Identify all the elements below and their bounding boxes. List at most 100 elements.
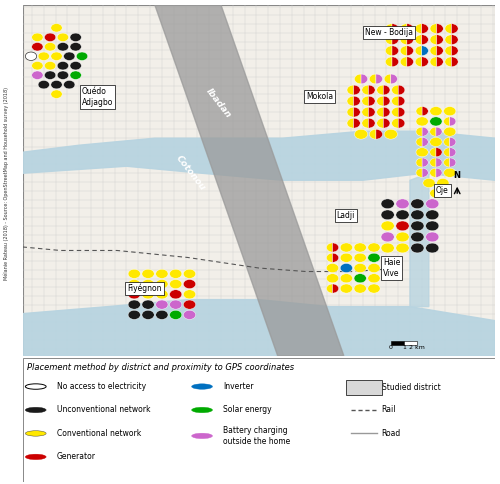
Wedge shape bbox=[422, 24, 428, 33]
Wedge shape bbox=[416, 106, 422, 116]
Circle shape bbox=[381, 232, 394, 242]
Wedge shape bbox=[450, 137, 456, 147]
Circle shape bbox=[326, 274, 338, 283]
Text: Road: Road bbox=[382, 429, 401, 438]
Wedge shape bbox=[400, 57, 407, 67]
Wedge shape bbox=[377, 85, 384, 95]
Circle shape bbox=[51, 80, 62, 89]
Circle shape bbox=[156, 269, 168, 278]
Circle shape bbox=[430, 189, 442, 198]
Wedge shape bbox=[361, 74, 368, 84]
Circle shape bbox=[444, 127, 456, 136]
Circle shape bbox=[142, 269, 154, 278]
Circle shape bbox=[51, 90, 62, 98]
Wedge shape bbox=[430, 24, 436, 33]
Wedge shape bbox=[452, 57, 458, 67]
Wedge shape bbox=[436, 158, 442, 167]
Wedge shape bbox=[430, 57, 436, 67]
Circle shape bbox=[430, 106, 442, 116]
Wedge shape bbox=[430, 35, 436, 45]
Circle shape bbox=[368, 243, 380, 252]
Circle shape bbox=[416, 148, 428, 157]
Circle shape bbox=[411, 221, 424, 231]
Wedge shape bbox=[452, 46, 458, 56]
Wedge shape bbox=[436, 24, 444, 33]
Wedge shape bbox=[407, 24, 414, 33]
Text: Ibadan: Ibadan bbox=[204, 87, 233, 120]
Wedge shape bbox=[326, 243, 332, 252]
Circle shape bbox=[340, 253, 352, 262]
Circle shape bbox=[354, 243, 366, 252]
Wedge shape bbox=[430, 148, 436, 157]
Wedge shape bbox=[398, 118, 405, 128]
Wedge shape bbox=[347, 107, 354, 117]
Circle shape bbox=[192, 433, 212, 439]
Text: 1: 1 bbox=[402, 345, 406, 350]
Wedge shape bbox=[398, 107, 405, 117]
Wedge shape bbox=[407, 57, 414, 67]
Wedge shape bbox=[445, 24, 452, 33]
Circle shape bbox=[51, 52, 62, 60]
Wedge shape bbox=[398, 85, 405, 95]
Circle shape bbox=[170, 269, 182, 278]
Wedge shape bbox=[362, 107, 368, 117]
Circle shape bbox=[170, 300, 182, 309]
Circle shape bbox=[57, 43, 68, 51]
Wedge shape bbox=[430, 168, 436, 177]
Wedge shape bbox=[386, 35, 392, 45]
Circle shape bbox=[128, 290, 140, 299]
Wedge shape bbox=[347, 96, 354, 106]
Circle shape bbox=[423, 179, 435, 188]
Wedge shape bbox=[332, 253, 338, 262]
Circle shape bbox=[384, 129, 398, 139]
Circle shape bbox=[426, 210, 439, 220]
Wedge shape bbox=[392, 118, 398, 128]
Wedge shape bbox=[392, 96, 398, 106]
Circle shape bbox=[32, 43, 43, 51]
Wedge shape bbox=[450, 158, 456, 167]
Wedge shape bbox=[376, 74, 382, 84]
Wedge shape bbox=[422, 106, 428, 116]
Circle shape bbox=[70, 71, 82, 79]
Wedge shape bbox=[400, 35, 407, 45]
Circle shape bbox=[354, 263, 366, 272]
Circle shape bbox=[128, 279, 140, 288]
Wedge shape bbox=[392, 107, 398, 117]
Text: Solar energy: Solar energy bbox=[224, 406, 272, 414]
Circle shape bbox=[57, 71, 68, 79]
Wedge shape bbox=[415, 57, 422, 67]
Wedge shape bbox=[452, 35, 458, 45]
Wedge shape bbox=[368, 96, 375, 106]
Circle shape bbox=[128, 269, 140, 278]
Wedge shape bbox=[436, 168, 442, 177]
Wedge shape bbox=[386, 57, 392, 67]
Wedge shape bbox=[354, 74, 361, 84]
Circle shape bbox=[192, 384, 212, 389]
Circle shape bbox=[381, 199, 394, 209]
Wedge shape bbox=[400, 46, 407, 56]
Wedge shape bbox=[416, 127, 422, 136]
Wedge shape bbox=[362, 85, 368, 95]
Wedge shape bbox=[444, 158, 450, 167]
Circle shape bbox=[381, 243, 394, 253]
Wedge shape bbox=[450, 148, 456, 157]
Text: Ouédo
Adjagbo: Ouédo Adjagbo bbox=[82, 87, 113, 106]
Circle shape bbox=[368, 284, 380, 293]
Wedge shape bbox=[422, 57, 428, 67]
Circle shape bbox=[396, 221, 409, 231]
Wedge shape bbox=[392, 35, 398, 45]
Bar bbox=[404, 341, 417, 345]
Wedge shape bbox=[436, 57, 444, 67]
Circle shape bbox=[368, 253, 380, 262]
Circle shape bbox=[170, 279, 182, 288]
Wedge shape bbox=[386, 24, 392, 33]
Circle shape bbox=[416, 117, 428, 126]
Circle shape bbox=[142, 279, 154, 288]
Wedge shape bbox=[416, 168, 422, 177]
Wedge shape bbox=[347, 118, 354, 128]
Wedge shape bbox=[436, 46, 444, 56]
Text: New - Bodija: New - Bodija bbox=[364, 29, 412, 37]
Circle shape bbox=[430, 137, 442, 147]
Text: Mélanie Rateau (2018) - Source: OpenStreetMap and Household survey (2018): Mélanie Rateau (2018) - Source: OpenStre… bbox=[3, 88, 9, 280]
Wedge shape bbox=[384, 85, 390, 95]
